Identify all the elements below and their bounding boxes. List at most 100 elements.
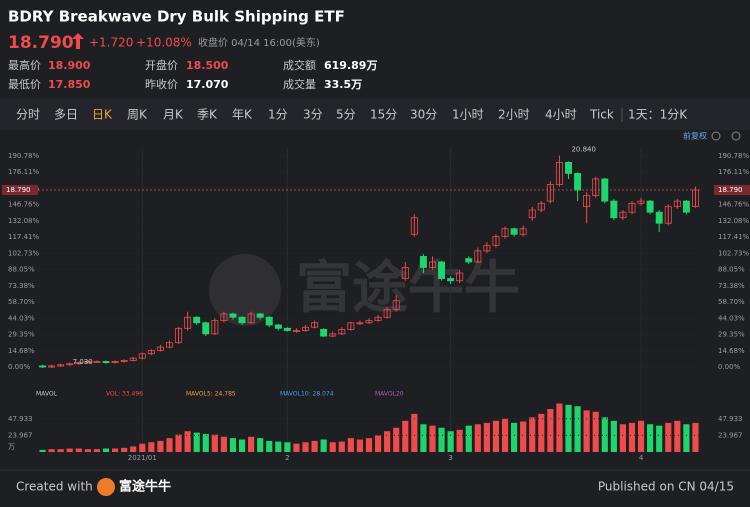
footer-published: Published on CN 04/15 [598,480,734,494]
candle-body [102,361,110,364]
annotation: 20.840 [571,146,596,154]
tab[interactable]: 1分 [268,108,288,122]
candle-body [356,322,364,325]
y-tick-label: 146.76% [8,201,39,209]
volume-bar [39,449,46,452]
stat-label: 成交量 [283,77,316,91]
stat-label: 昨收价 [145,77,178,91]
candle-body [202,322,210,335]
tab[interactable]: 1天：1分K [628,108,688,122]
volume-bar [248,436,255,452]
candle-body [302,326,310,331]
volume-legend: MAVOL20 [375,391,404,398]
y-tick-label: 117.41% [718,233,749,241]
volume-tick-label: 23.967 [718,431,743,439]
candle-body [492,236,500,246]
tab[interactable]: Tick [589,108,614,122]
tab[interactable]: 30分 [410,108,437,122]
candle-body [583,195,591,208]
volume-bar [166,438,173,452]
candle-body [447,278,455,282]
volume-bar [111,448,119,452]
volume-bar [311,440,318,452]
volume-bar [374,435,382,452]
volume-bar [538,413,545,452]
candle-body [274,324,282,329]
stat-value: 17.850 [48,78,91,91]
footer-brand: 富途牛牛 [119,479,171,495]
title: BDRY Breakwave Dry Bulk Shipping ETF [8,8,345,26]
candle-body [238,316,246,324]
candle-body [365,320,373,324]
volume-bar [157,440,164,452]
watermark-logo [209,254,281,326]
volume-bar [284,442,291,452]
volume-bar [411,413,418,452]
candle-body [546,184,554,202]
volume-bar [139,443,146,452]
tab[interactable]: 日K [92,108,113,122]
tab[interactable]: 季K [197,108,218,122]
candle-body [283,327,291,331]
volume-bar [75,448,82,452]
y-tick-label: 176.11% [718,168,749,176]
y-tick-label: 44.03% [718,314,745,322]
tab[interactable]: 5分 [336,108,356,122]
candle-body [66,363,74,366]
candle-body [175,327,183,344]
candle-body [147,350,155,355]
tab[interactable]: 多日 [54,108,78,122]
candle-body [265,316,273,326]
candle-body [691,189,699,208]
y-tick-label: 132.08% [8,217,39,225]
icon[interactable] [731,131,741,141]
tab[interactable]: 15分 [370,108,397,122]
y-tick-label: 146.76% [718,201,749,209]
candle-body [57,364,65,367]
tab[interactable]: 3分 [303,108,323,122]
tab[interactable]: 分时 [16,108,40,122]
candle-body [39,365,47,368]
tab[interactable]: 周K [127,108,148,122]
volume-bar [692,422,699,452]
volume-unit: 万 [8,443,15,451]
candle-body [220,313,228,321]
price: 18.790 [8,33,74,53]
tab[interactable]: 1小时 [452,108,484,122]
volume-bar [465,425,472,452]
volume-bar [121,447,128,452]
candle-body [419,256,427,268]
candle-body [664,206,672,224]
volume-bar [592,411,599,452]
candle-body [601,178,609,202]
y-tick-label: 102.73% [8,249,39,257]
volume-bar [93,449,101,452]
y-tick-label: 73.38% [8,282,35,290]
candle-body [474,250,482,263]
candle-body [401,267,409,279]
tab[interactable]: 年K [232,108,253,122]
y-tick-label: 58.70% [718,298,745,306]
volume-bar [438,427,445,452]
volume-bar [347,438,354,452]
volume-bar [556,403,563,452]
volume-bar [66,448,73,452]
candle-body [628,202,636,213]
volume-bar [84,449,91,452]
tab[interactable]: 月K [163,108,184,122]
candle-body [329,333,337,337]
candle-body [555,161,563,185]
icon[interactable] [711,131,721,141]
candle-body [574,173,582,191]
candle-body [292,330,300,332]
annotation: 7.030 [73,358,93,366]
up-arrow [72,33,84,49]
volume-bar [610,420,617,452]
adjust-link[interactable]: 前复权 [683,131,707,141]
tab[interactable]: 2小时 [498,108,530,122]
last-price-box [714,185,750,196]
tab[interactable]: 4小时 [545,108,577,122]
stat-value: 619.89万 [324,59,377,72]
stat-value: 18.900 [48,59,91,72]
candle-body [383,309,391,318]
